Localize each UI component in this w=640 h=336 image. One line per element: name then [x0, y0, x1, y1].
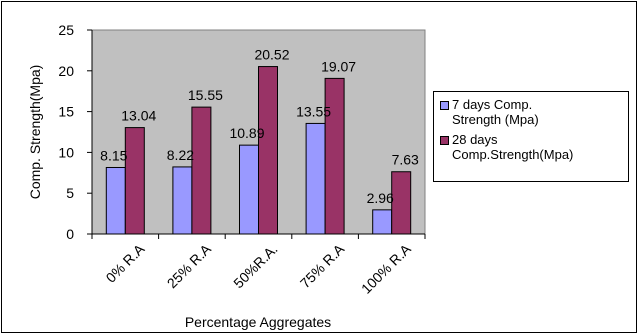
x-axis: 0% R.A 25% R.A 50%R.A. 75% R.A 100% R.A: [91, 233, 426, 297]
legend: 7 days Comp. Strength (Mpa) 28 days Comp…: [433, 91, 629, 182]
data-label: 8.15: [100, 147, 127, 163]
y-tick-label: 0: [66, 226, 74, 242]
bar: [324, 77, 345, 235]
data-label: 13.55: [296, 103, 331, 119]
data-label: 8.22: [167, 147, 194, 163]
x-tick-label: 100% R.A: [358, 240, 414, 296]
legend-swatch-7-days: [440, 101, 449, 110]
y-tick-label: 15: [58, 104, 74, 120]
bar: [372, 209, 393, 235]
legend-label-7-days-line2: Strength (Mpa): [452, 112, 539, 127]
bar: [172, 166, 193, 235]
y-axis-title: Comp. Strength(Mpa): [27, 65, 43, 200]
x-axis-title: Percentage Aggregates: [185, 314, 331, 330]
data-label: 13.04: [121, 108, 156, 124]
x-tick-label: 25% R.A: [164, 240, 215, 291]
legend-item-7-days: 7 days Comp. Strength (Mpa): [440, 97, 539, 127]
data-label: 2.96: [367, 190, 394, 206]
y-tick-label: 5: [66, 185, 74, 201]
legend-label-7-days-line1: 7 days Comp.: [452, 97, 533, 112]
legend-label-28-days-line1: 28 days: [452, 132, 498, 147]
y-tick-label: 25: [58, 22, 74, 38]
data-label: 15.55: [188, 87, 223, 103]
bar: [124, 127, 145, 235]
data-label: 10.89: [229, 125, 264, 141]
y-axis: 0 5 10 15 20 25: [58, 22, 93, 242]
y-tick-label: 10: [58, 144, 74, 160]
bar: [105, 166, 126, 235]
legend-label-28-days: 28 days Comp.Strength(Mpa): [452, 132, 573, 162]
data-label: 19.07: [321, 58, 356, 74]
legend-label-7-days: 7 days Comp. Strength (Mpa): [452, 97, 539, 127]
bar: [239, 144, 259, 235]
data-label: 20.52: [254, 47, 289, 63]
y-tick-label: 20: [58, 63, 74, 79]
x-tick-label: 50%R.A.: [230, 241, 280, 291]
bar: [305, 122, 326, 235]
bar: [258, 66, 278, 235]
legend-swatch-28-days: [440, 136, 449, 145]
legend-item-28-days: 28 days Comp.Strength(Mpa): [440, 132, 573, 162]
data-labels: 8.15 8.22 10.89 13.55 2.96 13.04 15.55 20.52 19.…: [100, 47, 419, 206]
x-tick-label: 0% R.A: [103, 240, 148, 285]
x-tick-label: 75% R.A: [297, 240, 348, 291]
bar: [191, 106, 212, 235]
data-label: 7.63: [392, 152, 419, 168]
bar: [391, 171, 412, 235]
bars: [105, 66, 412, 235]
legend-label-28-days-line2: Comp.Strength(Mpa): [452, 147, 574, 162]
